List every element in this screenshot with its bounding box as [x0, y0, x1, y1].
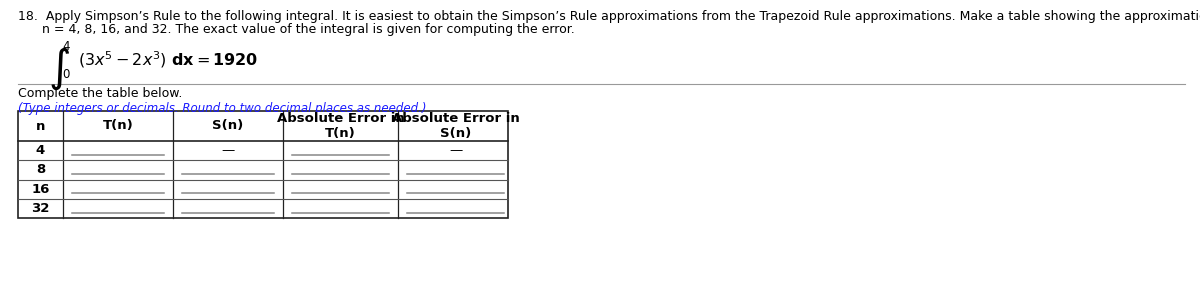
- Bar: [18, 111, 508, 218]
- Text: n: n: [36, 120, 46, 132]
- Text: 0: 0: [62, 68, 70, 81]
- Text: —: —: [221, 144, 235, 157]
- Text: $\int$: $\int$: [48, 46, 70, 92]
- Text: Complete the table below.: Complete the table below.: [18, 87, 182, 100]
- Text: (Type integers or decimals. Round to two decimal places as needed.): (Type integers or decimals. Round to two…: [18, 102, 426, 115]
- Text: 4: 4: [62, 40, 70, 53]
- Text: 8: 8: [36, 163, 46, 176]
- Text: $\left(3x^5 - 2x^3\right)\ \mathbf{dx} = \mathbf{1920}$: $\left(3x^5 - 2x^3\right)\ \mathbf{dx} =…: [78, 49, 258, 70]
- Text: 18.  Apply Simpson’s Rule to the following integral. It is easiest to obtain the: 18. Apply Simpson’s Rule to the followin…: [18, 10, 1200, 23]
- Text: 4: 4: [36, 144, 46, 157]
- Text: Absolute Error in
T(n): Absolute Error in T(n): [277, 111, 404, 140]
- Text: S(n): S(n): [212, 120, 244, 132]
- Text: n = 4, 8, 16, and 32. The exact value of the integral is given for computing the: n = 4, 8, 16, and 32. The exact value of…: [18, 23, 575, 36]
- Text: —: —: [449, 144, 462, 157]
- Text: 16: 16: [31, 183, 49, 196]
- Text: T(n): T(n): [103, 120, 133, 132]
- Text: Absolute Error in
S(n): Absolute Error in S(n): [391, 111, 520, 140]
- Text: 32: 32: [31, 202, 49, 215]
